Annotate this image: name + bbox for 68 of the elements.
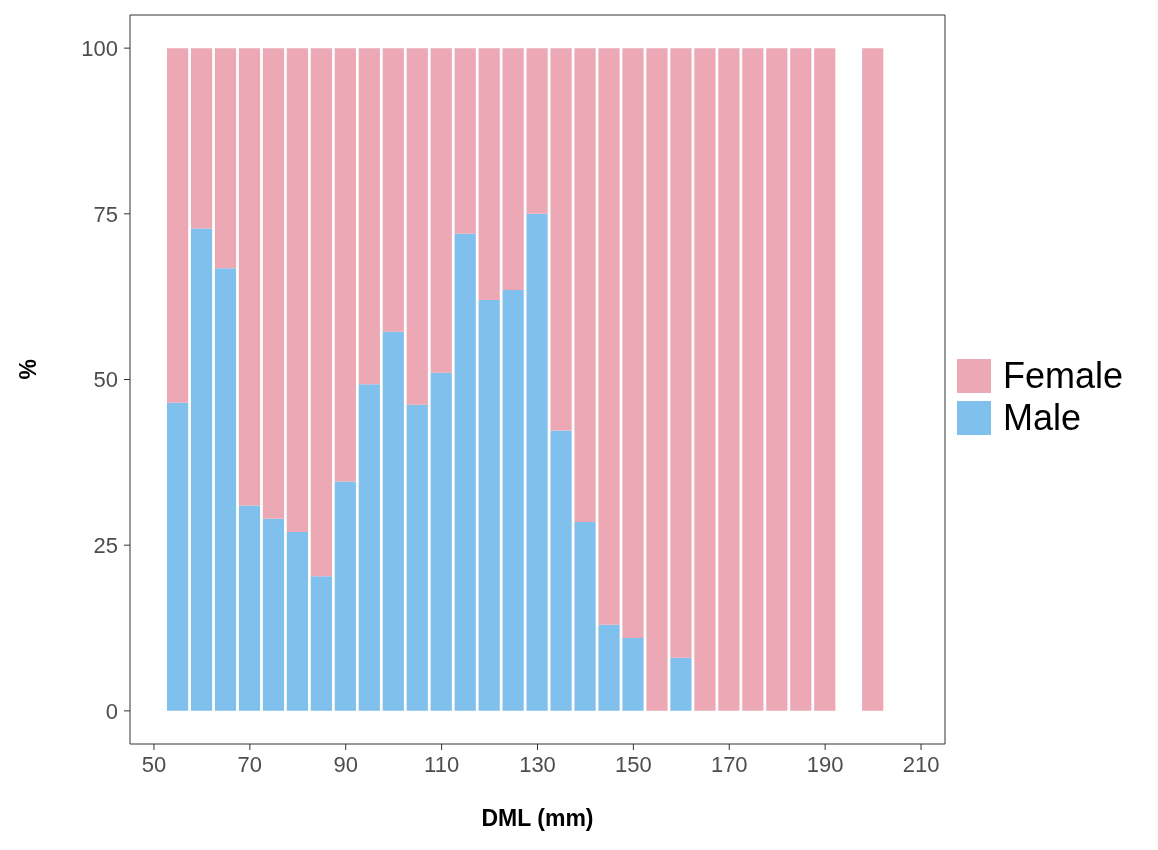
bar	[382, 331, 404, 711]
bar	[670, 48, 692, 658]
bar	[478, 299, 500, 711]
bar	[790, 48, 812, 711]
bar	[694, 48, 716, 711]
bar	[190, 48, 213, 229]
bar	[502, 290, 524, 711]
bar	[166, 402, 189, 711]
bar	[814, 48, 836, 711]
bar	[598, 624, 620, 711]
bar	[742, 48, 764, 711]
bar	[286, 48, 309, 532]
bar	[190, 228, 213, 711]
bar	[358, 48, 380, 385]
y-tick-label: 25	[93, 532, 118, 558]
bar	[214, 268, 237, 711]
bar	[406, 404, 428, 711]
bar	[262, 518, 285, 711]
x-tick-label: 110	[424, 751, 460, 777]
bar	[550, 48, 572, 431]
bar	[310, 48, 332, 577]
bar	[550, 430, 572, 711]
bar	[334, 481, 356, 711]
bar	[598, 48, 620, 625]
bar	[406, 48, 428, 405]
bar	[670, 657, 692, 711]
bar	[478, 48, 500, 300]
legend-label: Male	[1003, 397, 1082, 438]
x-tick-label: 130	[519, 751, 556, 777]
bar	[334, 48, 356, 482]
bar	[574, 521, 596, 711]
bar	[718, 48, 740, 711]
bar	[574, 48, 596, 522]
bar	[430, 372, 452, 711]
y-tick-label: 75	[93, 201, 118, 227]
y-tick-label: 50	[93, 367, 118, 393]
bar	[622, 637, 644, 711]
y-tick-label: 0	[105, 698, 118, 724]
bar	[646, 48, 668, 711]
bar	[454, 233, 476, 711]
bar	[286, 531, 309, 711]
bar	[382, 48, 404, 332]
bar	[430, 48, 452, 373]
x-tick-label: 50	[141, 751, 167, 777]
bar	[214, 48, 237, 269]
bar	[622, 48, 644, 638]
x-tick-label: 90	[333, 751, 358, 777]
bar	[166, 48, 189, 403]
bar	[358, 384, 380, 711]
bar	[526, 213, 548, 711]
y-axis-title: %	[15, 359, 42, 380]
x-axis-title: DML (mm)	[481, 805, 594, 831]
x-tick-label: 190	[806, 751, 844, 777]
bar	[766, 48, 788, 711]
legend-label: Female	[1003, 355, 1124, 396]
bar	[310, 576, 332, 711]
bar	[526, 48, 548, 214]
bar	[238, 48, 261, 506]
bar	[454, 48, 476, 234]
x-tick-label: 170	[710, 751, 748, 777]
bar	[502, 48, 524, 291]
bar	[862, 48, 884, 711]
x-tick-label: 210	[902, 751, 940, 777]
x-tick-label: 70	[237, 751, 263, 777]
bar	[262, 48, 285, 519]
y-tick-label: 100	[81, 35, 118, 61]
bar	[238, 505, 261, 711]
x-tick-label: 150	[615, 751, 652, 777]
